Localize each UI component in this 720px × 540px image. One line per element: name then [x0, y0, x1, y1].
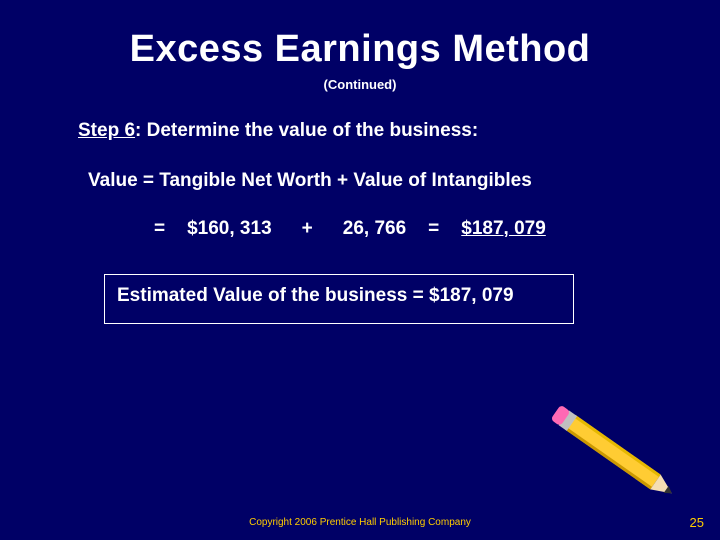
result-box-text: Estimated Value of the business = $187, … [117, 285, 514, 306]
calc-result: $187, 079 [461, 218, 546, 239]
copyright-text: Copyright 2006 Prentice Hall Publishing … [0, 517, 720, 528]
slide-subtitle: (Continued) [0, 77, 720, 92]
result-box: Estimated Value of the business = $187, … [104, 274, 574, 324]
slide-title: Excess Earnings Method [0, 0, 720, 71]
calc-line: = $160, 313 +26, 766 = $187, 079 [154, 218, 720, 240]
calc-plus: + [302, 218, 313, 239]
step-label: Step 6 [78, 120, 135, 141]
step-text: : Determine the value of the business: [135, 120, 478, 141]
calc-eq2: = [428, 218, 439, 239]
calc-intangible: 26, 766 [343, 218, 406, 239]
calc-eq1: = [154, 218, 165, 239]
step-line: Step 6: Determine the value of the busin… [78, 120, 720, 142]
pencil-icon [547, 400, 687, 511]
page-number: 25 [690, 515, 704, 530]
calc-tangible: $160, 313 [187, 218, 272, 239]
formula-line: Value = Tangible Net Worth + Value of In… [88, 170, 720, 192]
